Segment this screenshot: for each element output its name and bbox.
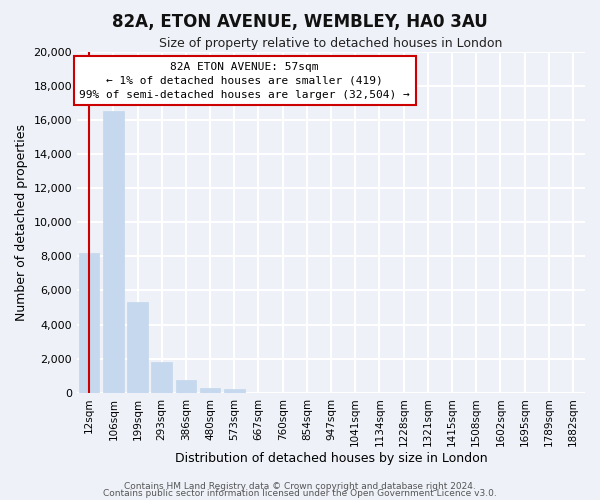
X-axis label: Distribution of detached houses by size in London: Distribution of detached houses by size …	[175, 452, 487, 465]
Bar	[127, 302, 148, 393]
Bar	[200, 388, 220, 393]
Bar	[176, 380, 196, 393]
Y-axis label: Number of detached properties: Number of detached properties	[15, 124, 28, 321]
Text: Contains HM Land Registry data © Crown copyright and database right 2024.: Contains HM Land Registry data © Crown c…	[124, 482, 476, 491]
Text: Contains public sector information licensed under the Open Government Licence v3: Contains public sector information licen…	[103, 490, 497, 498]
Text: 82A ETON AVENUE: 57sqm
← 1% of detached houses are smaller (419)
99% of semi-det: 82A ETON AVENUE: 57sqm ← 1% of detached …	[79, 62, 410, 100]
Bar	[224, 389, 245, 393]
Title: Size of property relative to detached houses in London: Size of property relative to detached ho…	[160, 38, 503, 51]
Bar	[103, 112, 124, 393]
Text: 82A, ETON AVENUE, WEMBLEY, HA0 3AU: 82A, ETON AVENUE, WEMBLEY, HA0 3AU	[112, 12, 488, 30]
Bar	[151, 362, 172, 393]
Bar	[79, 253, 100, 393]
